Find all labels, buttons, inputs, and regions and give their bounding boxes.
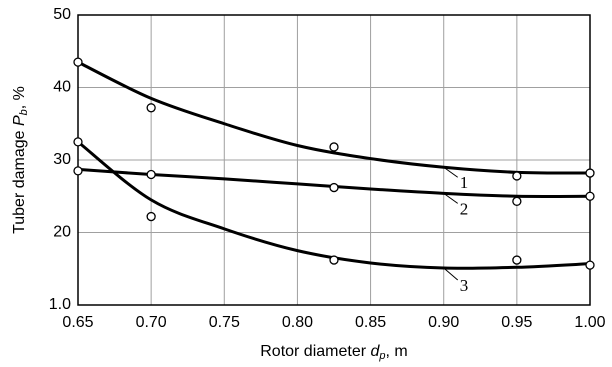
y-tick-label: 50 xyxy=(53,6,71,23)
data-point xyxy=(512,196,522,206)
y-tick-label: 20 xyxy=(53,224,71,241)
data-point xyxy=(329,182,339,193)
y-label-text: Tuber damage xyxy=(11,126,28,234)
x-tick-label: 0.65 xyxy=(62,314,93,331)
plot-border xyxy=(77,14,591,306)
data-point xyxy=(329,142,339,152)
data-point xyxy=(512,171,522,181)
data-point xyxy=(585,260,595,270)
x-label-symbol: d xyxy=(371,343,381,360)
data-point xyxy=(512,255,522,265)
x-label-unit: , m xyxy=(386,343,408,360)
x-tick-label: 0.70 xyxy=(136,314,167,331)
curve-label: 2 xyxy=(460,199,469,218)
curve-label: 3 xyxy=(460,276,469,295)
y-axis-label: Tuber damage Pb, % xyxy=(11,86,30,234)
y-label-unit: , % xyxy=(11,86,28,109)
x-axis-label: Rotor diameter dp, m xyxy=(260,343,408,362)
x-label-text: Rotor diameter xyxy=(260,343,370,360)
y-label-subscript: b xyxy=(18,109,30,115)
y-tick-label: 30 xyxy=(53,151,71,168)
x-tick-label: 0.95 xyxy=(501,314,532,331)
data-point xyxy=(146,211,156,222)
y-tick-label: 40 xyxy=(53,79,71,96)
data-point xyxy=(585,191,595,201)
data-point xyxy=(146,169,156,180)
data-point xyxy=(585,168,595,178)
x-tick-label: 1.00 xyxy=(574,314,605,331)
y-label-symbol: P xyxy=(11,115,28,126)
leader-line xyxy=(443,192,459,204)
x-tick-label: 0.75 xyxy=(209,314,240,331)
data-point xyxy=(146,103,156,113)
curve-label: 1 xyxy=(460,173,469,192)
leader-line xyxy=(443,267,459,281)
y-tick-label: 1.0 xyxy=(49,296,71,313)
data-point xyxy=(73,166,83,176)
x-tick-label: 0.80 xyxy=(282,314,313,331)
data-point xyxy=(73,137,83,147)
fit-curve xyxy=(77,140,591,270)
leader-line xyxy=(443,166,459,178)
data-point xyxy=(329,255,339,265)
x-tick-label: 0.90 xyxy=(428,314,459,331)
x-label-subscript: p xyxy=(378,350,385,362)
data-point xyxy=(73,57,83,67)
x-tick-label: 0.85 xyxy=(355,314,386,331)
fit-curve xyxy=(77,60,591,175)
